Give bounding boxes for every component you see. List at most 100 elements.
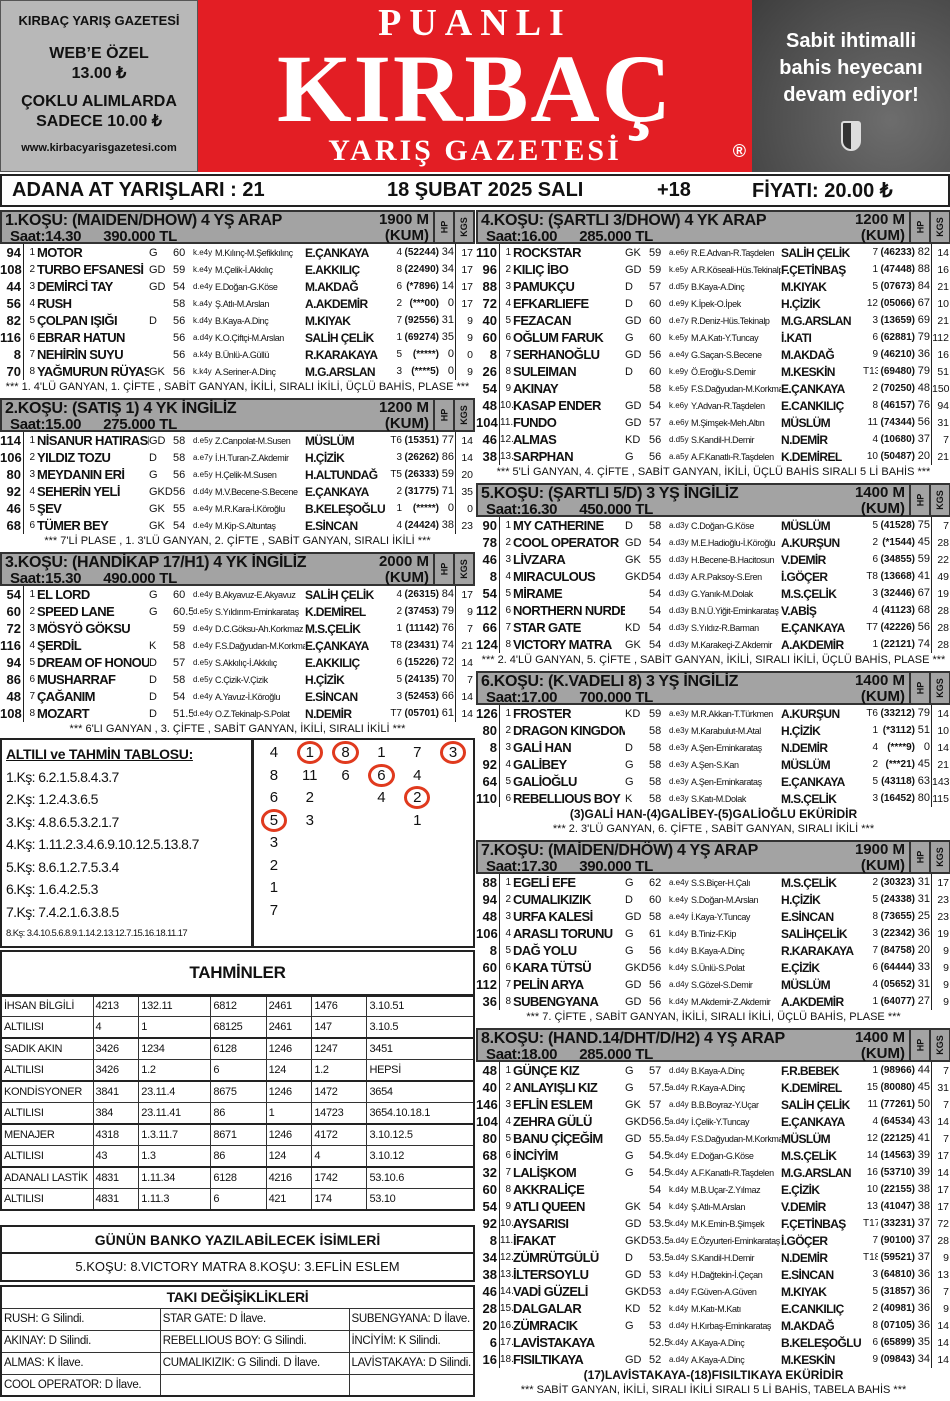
owner-trainer: Ö.Eroğlu-S.Demir: [691, 366, 756, 377]
horse-row[interactable]: 46 12. ALMAS KD 56 d.d5y S.Kandil-H.Demir N.DEM…: [476, 431, 950, 448]
horse-row[interactable]: 16 18. FISILTIKAYA GD 52 a.d4y A.Kaya-A.Dinç M.…: [476, 1351, 950, 1368]
horse-row[interactable]: 6 17. LAVİSTAKAYA 52.5 k.d4y A.Kaya-A.Dinç B.K…: [476, 1334, 950, 1351]
horse-row[interactable]: 106 2 YILDIZ TOZU D 58 a.e7y İ.H.Turan-Z.Akdem…: [0, 449, 475, 466]
horse-row[interactable]: 110 6 REBELLIOUS BOY K 58 d.e3y S.Katı-M.Dolak…: [476, 790, 950, 807]
horse-row[interactable]: 8 3 GALİ HAN D 58 d.e3y A.Şen-Eminkarataş N.DEM…: [476, 739, 950, 756]
horse-row[interactable]: 126 1 FROSTER KD 59 a.e3y M.R.Akkan-T.Türkmen A…: [476, 705, 950, 722]
horse-row[interactable]: 46 14. VADİ GÜZELİ GKD 53 a.d4y F.Güven-A.Güve…: [476, 1283, 950, 1300]
altili-pick: 1: [399, 810, 435, 833]
horse-row[interactable]: 94 5 DREAM OF HONOUR D 57 d.e5y S.Akkılıç-İ.Ak…: [0, 654, 475, 671]
ad-banner[interactable]: Sabit ihtimalli bahis heyecanı devam edi…: [752, 0, 950, 172]
horse-row[interactable]: 54 9 AKINAY 58 k.e5y F.S.Dağyudan-M.Korkmaz E.…: [476, 380, 950, 397]
horse-row[interactable]: 104 11. FUNDO GD 57 a.e6y M.Şimşek-Meh.Altın MÜ…: [476, 414, 950, 431]
horse-row[interactable]: 116 4 ŞERDİL K 58 d.e4y F.S.Dağyudan-M.Korkmaz…: [0, 637, 475, 654]
form: (84758): [880, 945, 915, 956]
horse-row[interactable]: 60 2 SPEED LANE G 60.5 d.e5y S.Yıldırım-Eminka…: [0, 603, 475, 620]
horse-row[interactable]: 88 3 PAMUKÇU D 57 d.d5y B.Kaya-A.Dinç M.KIYAK 5(…: [476, 278, 950, 295]
horse-row[interactable]: 80 2 DRAGON KINGDOM 58 d.e3y M.Karabulut-M.At…: [476, 722, 950, 739]
horse-name: KARA TÜTSÜ: [513, 960, 592, 975]
horse-row[interactable]: 116 6 EBRAR HATUN 56 a.d4y K.O.Çiftçi-M.Arsla…: [0, 329, 475, 346]
horse-row[interactable]: 88 1 EGELİ EFE G 62 a.e4y S.S.Biçer-H.Çalı M.S.…: [476, 874, 950, 891]
horse-number: 13.: [500, 1269, 513, 1280]
horse-row[interactable]: 114 1 NİSANUR HATIRASI GD 58 d.e5y Z.Canpolat-…: [0, 432, 475, 449]
horse-row[interactable]: 54 1 EL LORD G 60 d.e4y B.Akyavuz-E.Akyavuz SAL…: [0, 586, 475, 603]
horse-row[interactable]: 54 9 ATLI QUEEN GK 54 k.d4y Ş.Atlı-M.Arslan V.D…: [476, 1198, 950, 1215]
horse-row[interactable]: 8 7 SERHANOĞLU GD 56 a.e4y G.Saçan-S.Becene M.A…: [476, 346, 950, 363]
pick-value: 2: [269, 856, 279, 874]
horse-row[interactable]: 86 6 MUSHARRAF D 58 d.e5y C.Çizik-V.Çizik H.ÇİZ…: [0, 671, 475, 688]
horse-row[interactable]: 112 7 PELİN ARYA GD 56 a.d4y S.Gözel-S.Demir MÜ…: [476, 976, 950, 993]
horse-row[interactable]: 8 7 NEHİRİN SUYU 56 a.k4y B.Ünlü-A.Güllü R.KAR…: [0, 346, 475, 363]
horse-row[interactable]: 108 8 MOZART D 51.5 d.e4y O.Z.Tekinalp-S.Polat…: [0, 705, 475, 722]
horse-row[interactable]: 70 8 YAĞMURUN RÜYASI GK 56 k.k4y A.Seriner-A.D…: [0, 363, 475, 380]
horse-row[interactable]: 54 5 MİRAME 54 d.d3y G.Yanık-M.Dolak M.S.ÇELİK…: [476, 585, 950, 602]
horse-row[interactable]: 40 2 ANLAYIŞLI KIZ G 57.5 a.d4y R.Kaya-A.Dinç K…: [476, 1079, 950, 1096]
horse-row[interactable]: 112 6 NORTHERN NURDET 54 d.d3y B.N.Ü.Yiğit-Em…: [476, 602, 950, 619]
horse-row[interactable]: 64 5 GALİOĞLU G 58 d.e3y A.Şen-Eminkarataş E.ÇA…: [476, 773, 950, 790]
horse-row[interactable]: 92 10. AYSARISI GD 53.5 k.d4y M.K.Emin-B.Şimşe…: [476, 1215, 950, 1232]
horse-row[interactable]: 108 2 TURBO EFSANESİ GD 59 k.e4y M.Çelik-İ.Akk…: [0, 261, 475, 278]
horse-row[interactable]: 48 10. KASAP ENDER GD 54 k.e6y Y.Advan-R.Taşde…: [476, 397, 950, 414]
horse-row[interactable]: 110 1 ROCKSTAR GK 59 a.e6y R.E.Advan-R.Taşdele…: [476, 244, 950, 261]
horse-row[interactable]: 44 3 DEMİRCİ TAY GD 54 d.e4y E.Doğan-G.Köse M.A…: [0, 278, 475, 295]
horse-row[interactable]: 48 1 GÜNÇE KIZ G 57 d.d4y B.Kaya-A.Dinç F.R.BEB…: [476, 1062, 950, 1079]
horse-row[interactable]: 46 5 ŞEV GK 55 a.e4y M.R.Kara-İ.Köroğlu B.KELEŞ…: [0, 500, 475, 517]
horse-row[interactable]: 38 13. İLTERSOYLU GD 53 k.d4y H.Dağtekin-İ.Çeç…: [476, 1266, 950, 1283]
owner-trainer: H.Becene-B.Hacitosun: [691, 554, 775, 565]
score: 64: [476, 773, 500, 790]
horse-row[interactable]: 36 8 SUBENGYANA GD 56 k.d4y M.Akdemir-Z.Akdemi…: [476, 993, 950, 1010]
horse-row[interactable]: 94 2 CUMALIKIZIK D 60 k.e4y S.Doğan-M.Arslan H.…: [476, 891, 950, 908]
horse-row[interactable]: 90 1 MY CATHERINE D 58 a.d3y C.Doğan-G.Köse MÜS…: [476, 517, 950, 534]
horse-row[interactable]: 80 5 BANU ÇİÇEĞİM GD 55.5 a.d4y F.S.Dağyudan-M…: [476, 1130, 950, 1147]
altili-line: 3.Kş: 4.8.6.5.3.2.1.7: [6, 813, 119, 830]
horse-row[interactable]: 92 4 GALİBEY G 58 d.e3y A.Şen-S.Kan MÜSLÜM 2 (***…: [476, 756, 950, 773]
form: (98966): [880, 1065, 915, 1076]
predictor-name: SADIK AKIN: [0, 1037, 94, 1060]
horse-row[interactable]: 68 6 İNCİYİM G 54.5 k.d4y E.Doğan-G.Köse M.S.ÇE…: [476, 1147, 950, 1164]
horse-row[interactable]: 60 6 OĞLUM FARUK G 60 k.e5y M.A.Katı-Y.Tuncay İ…: [476, 329, 950, 346]
days-since-race: 28: [937, 536, 949, 549]
horse-row[interactable]: 106 4 ARASLI TORUNU G 61 k.d4y B.Tiniz-F.Kip SA…: [476, 925, 950, 942]
horse-row[interactable]: 26 8 SULEIMAN D 60 k.e9y Ö.Eroğlu-S.Demir M.KES…: [476, 363, 950, 380]
horse-row[interactable]: 48 3 URFA KALESİ GD 58 a.e4y İ.Kaya-Y.Tuncay E.…: [476, 908, 950, 925]
start-position: 1: [872, 639, 878, 650]
horse-row[interactable]: 8 4 MIRACULOUS GKD 54 d.d3y A.R.Paksoy-S.Eren İ…: [476, 568, 950, 585]
horse-row[interactable]: 40 5 FEZACAN GD 60 d.e7y R.Deniz-Hüs.Tekinalp M…: [476, 312, 950, 329]
horse-row[interactable]: 60 6 KARA TÜTSÜ GKD 56 k.d4y S.Ünlü-S.Polat E.Ç…: [476, 959, 950, 976]
age: d.d3y: [669, 623, 689, 632]
horse-row[interactable]: 68 6 TÜMER BEY GK 54 d.e4y M.Kip-S.Altuntaş E.S…: [0, 517, 475, 534]
equipment: GK: [625, 553, 641, 566]
website-link[interactable]: www.kirbacyarisgazetesi.com: [21, 142, 177, 154]
horse-row[interactable]: 124 8 VICTORY MATRA GK 54 d.d3y M.Karakeçi-Z.A…: [476, 636, 950, 653]
horse-row[interactable]: 146 3 EFLİN ESLEM GK 57 a.d4y B.B.Boyraz-Y.Uça…: [476, 1096, 950, 1113]
horse-row[interactable]: 34 12. ZÜMRÜTGÜLÜ D 53.5 a.d4y S.Kandil-H.Demi…: [476, 1249, 950, 1266]
horse-row[interactable]: 94 1 MOTOR G 60 k.e4y M.Kılınç-M.Şefikkılınç E.…: [0, 244, 475, 261]
start-position: 2: [872, 1303, 878, 1314]
horse-row[interactable]: 78 2 COOL OPERATOR GD 54 a.d3y M.E.Hadioğlu-İ.…: [476, 534, 950, 551]
horse-row[interactable]: 96 2 KILIÇ İBO GD 59 k.e5y A.R.Köseali-Hüs.Tek…: [476, 261, 950, 278]
race-time: Saat:16.30: [486, 501, 558, 518]
equipment: D: [625, 519, 633, 532]
days-since-race: 7: [943, 1132, 949, 1145]
horse-row[interactable]: 60 8 AKKRALİÇE 54 k.d4y M.B.Uçar-Z.Yılmaz E.Çİ…: [476, 1181, 950, 1198]
horse-row[interactable]: 72 4 EFKARLIEFE D 60 d.e9y K.İpek-O.İpek H.ÇİZİ…: [476, 295, 950, 312]
score: 114: [0, 432, 24, 449]
horse-row[interactable]: 56 4 RUSH 58 k.a4y Ş.Atlı-M.Arslan A.AKDEMİR 2 (…: [0, 295, 475, 312]
horse-row[interactable]: 48 7 ÇAĞANIM D 54 d.e4y A.Yavuz-İ.Köroğlu E.SİN…: [0, 688, 475, 705]
horse-row[interactable]: 20 16. ZÜMRACIK G 53 d.d4y H.Kırbaş-Eminkarata…: [476, 1317, 950, 1334]
horse-row[interactable]: 28 15. DALGALAR KD 52 k.d4y M.Katı-M.Katı E.CAN…: [476, 1300, 950, 1317]
horse-row[interactable]: 46 3 LİVZARA GK 55 d.d3y H.Becene-B.Hacitosun V…: [476, 551, 950, 568]
horse-row[interactable]: 72 3 MÖSYÖ GÖKSU 59 d.e4y D.C.Göksu-Ah.Korkma…: [0, 620, 475, 637]
horse-row[interactable]: 82 5 ÇOLPAN IŞIĞI D 56 k.d4y B.Kaya-A.Dinç M.KI…: [0, 312, 475, 329]
horse-row[interactable]: 32 7 LALİŞKOM G 54.5 k.d4y A.F.Kanatlı-R.Taşde…: [476, 1164, 950, 1181]
horse-row[interactable]: 8 11. İFAKAT GKD 53.5 a.d4y E.Özyurteri-Eminka…: [476, 1232, 950, 1249]
score: 124: [476, 636, 500, 653]
horse-row[interactable]: 8 5 DAĞ YOLU G 56 k.d4y B.Kaya-A.Dinç R.KARAKAY…: [476, 942, 950, 959]
horse-row[interactable]: 92 4 SEHERİN YELİ GKD 56 d.d4y M.V.Becene-S.Be…: [0, 483, 475, 500]
horse-row[interactable]: 104 4 ZEHRA GÜLÜ GKD 56.5 a.d4y İ.Çelik-Y.Tunc…: [476, 1113, 950, 1130]
horse-row[interactable]: 38 13. SARPHAN G 56 a.a5y A.F.Kanatlı-R.Taşdel…: [476, 448, 950, 465]
score: 8: [476, 942, 500, 959]
horse-row[interactable]: 66 7 STAR GATE KD 54 d.d3y S.Yıldız-R.Barman E.…: [476, 619, 950, 636]
bulk-offer: ÇOKLU ALIMLARDA: [21, 93, 177, 110]
horse-row[interactable]: 80 3 MEYDANIN ERİ G 56 a.e5y H.Çelik-M.Susen H.…: [0, 466, 475, 483]
